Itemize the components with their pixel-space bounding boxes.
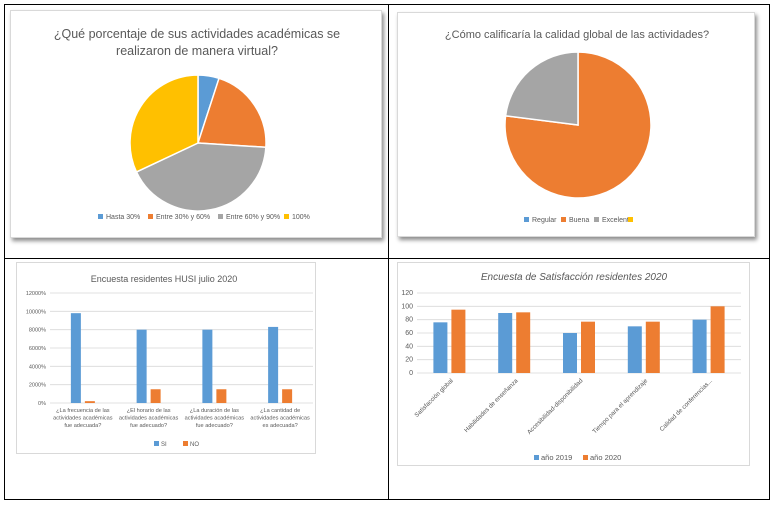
y-tick-label: 0% xyxy=(38,401,46,407)
x-category-label: Accesibilidad-disponibilidad xyxy=(526,377,585,436)
legend-swatch-100 xyxy=(284,214,289,219)
legend-label-entre-30-y-60: Entre 30% y 60% xyxy=(156,214,210,221)
figure-grid-border xyxy=(4,4,770,500)
legend-label-regular: Regular xyxy=(532,217,557,224)
legend-swatch-a-o-2020 xyxy=(583,455,588,460)
bar-a-o-2019-2 xyxy=(498,313,513,373)
legend-label-a-o-2020: año 2020 xyxy=(590,453,621,462)
x-category-label: actividades académicas xyxy=(250,416,310,422)
pie-chart-quality: ¿Cómo calificaría la calidad global de l… xyxy=(445,29,709,224)
x-category-label: Calidad de conferencias... xyxy=(658,377,714,433)
bar-si-2 xyxy=(136,329,147,403)
y-tick-label: 0 xyxy=(409,370,413,377)
y-tick-label: 12000% xyxy=(26,291,46,297)
legend-swatch-a-o-2019 xyxy=(534,455,539,460)
legend-swatch-buena xyxy=(561,217,566,222)
legend-swatch-no xyxy=(183,441,188,446)
y-tick-label: 2000% xyxy=(29,383,46,389)
x-category-label: ¿La frecuencia de las xyxy=(56,408,110,414)
bar-no-1 xyxy=(84,401,95,403)
bar-no-3 xyxy=(216,389,227,403)
bar-a-o-2020-4 xyxy=(645,321,660,373)
legend-swatch-si xyxy=(154,441,159,446)
y-tick-label: 80 xyxy=(405,317,413,324)
chart-panel-quality: ¿Cómo calificaría la calidad global de l… xyxy=(397,12,755,237)
x-category-label: actividades académicas xyxy=(119,416,179,422)
x-category-label: fue adecuado? xyxy=(130,423,167,429)
legend-label-100: 100% xyxy=(292,214,310,221)
y-tick-label: 100 xyxy=(401,303,413,310)
legend-label-hasta-30: Hasta 30% xyxy=(106,214,140,221)
grid-vertical-divider xyxy=(388,4,389,500)
chart-title: Encuesta residentes HUSI julio 2020 xyxy=(91,274,238,284)
y-tick-label: 20 xyxy=(405,357,413,364)
bar-a-o-2020-3 xyxy=(581,321,595,373)
bar-a-o-2019-1 xyxy=(433,322,448,373)
x-category-label: ¿La cantidad de xyxy=(260,408,300,414)
bar-a-o-2020-1 xyxy=(451,309,466,373)
chart-panel-virtual-percentage: ¿Qué porcentaje de sus actividades acadé… xyxy=(10,10,382,238)
pie-slice-entre-60-y-90 xyxy=(135,142,267,212)
legend-swatch-entre-60-y-90 xyxy=(218,214,223,219)
x-category-label: Tiempo para el aprendizaje xyxy=(591,377,649,435)
pie-slice-100 xyxy=(129,74,199,173)
pie-chart-virtual-percentage: ¿Qué porcentaje de sus actividades acadé… xyxy=(54,27,340,221)
legend-label-buena: Buena xyxy=(569,217,589,224)
legend-label-si: SI xyxy=(161,442,167,448)
bar-si-1 xyxy=(70,313,81,403)
bar-a-o-2020-2 xyxy=(516,312,531,373)
x-category-label: actividades académicas xyxy=(185,416,245,422)
legend-label-a-o-2019: año 2019 xyxy=(541,453,572,462)
y-tick-label: 6000% xyxy=(29,346,46,352)
bar-si-4 xyxy=(268,326,279,403)
x-category-label: Habilidades de enseñanza xyxy=(463,377,520,434)
legend-swatch-hasta-30 xyxy=(98,214,103,219)
chart-title: realizaron de manera virtual? xyxy=(116,44,278,58)
x-category-label: es adecuada? xyxy=(263,423,298,429)
pie-slice-excelente xyxy=(504,51,579,126)
x-category-label: ¿La duración de las xyxy=(190,408,239,414)
chart-title: ¿Cómo calificaría la calidad global de l… xyxy=(445,29,709,41)
chart-title: Encuesta de Satisfacción residentes 2020 xyxy=(481,272,668,283)
legend-swatch-regular xyxy=(524,217,529,222)
y-tick-label: 120 xyxy=(401,290,413,297)
pie-slice-entre-30-y-60 xyxy=(196,77,267,149)
bar-no-4 xyxy=(282,389,293,403)
bar-a-o-2019-4 xyxy=(627,326,642,373)
legend-label-entre-60-y-90: Entre 60% y 90% xyxy=(226,214,280,221)
legend-label-excelente: Excelente xyxy=(602,217,633,224)
y-tick-label: 40 xyxy=(405,343,413,350)
y-tick-label: 60 xyxy=(405,330,413,337)
x-category-label: actividades académicas xyxy=(53,416,113,422)
bar-no-2 xyxy=(150,389,161,403)
y-tick-label: 10000% xyxy=(26,309,46,315)
legend-swatch-excelente xyxy=(594,217,599,222)
bar-a-o-2019-3 xyxy=(563,333,577,373)
legend-swatch-blank xyxy=(628,217,633,222)
bar-a-o-2020-5 xyxy=(710,306,725,373)
y-tick-label: 8000% xyxy=(29,328,46,334)
bar-chart-husi-survey: Encuesta residentes HUSI julio 2020 0% 200… xyxy=(26,274,313,448)
chart-panel-husi-survey: Encuesta residentes HUSI julio 2020 0% 200… xyxy=(16,262,316,454)
bar-a-o-2019-5 xyxy=(692,319,707,373)
grid-horizontal-divider xyxy=(4,258,770,259)
chart-title: ¿Qué porcentaje de sus actividades acadé… xyxy=(54,27,340,41)
x-category-label: fue adecuado? xyxy=(196,423,233,429)
y-tick-label: 4000% xyxy=(29,364,46,370)
x-category-label: fue adecuada? xyxy=(64,423,101,429)
legend-swatch-entre-30-y-60 xyxy=(148,214,153,219)
x-category-label: ¿El horario de las xyxy=(127,408,171,414)
bar-si-3 xyxy=(202,329,213,403)
x-category-label: Satisfacción global xyxy=(413,377,454,418)
legend-label-no: NO xyxy=(190,442,199,448)
bar-chart-satisfaction: Encuesta de Satisfacción residentes 2020… xyxy=(401,272,741,462)
chart-panel-satisfaction: Encuesta de Satisfacción residentes 2020… xyxy=(397,262,750,466)
